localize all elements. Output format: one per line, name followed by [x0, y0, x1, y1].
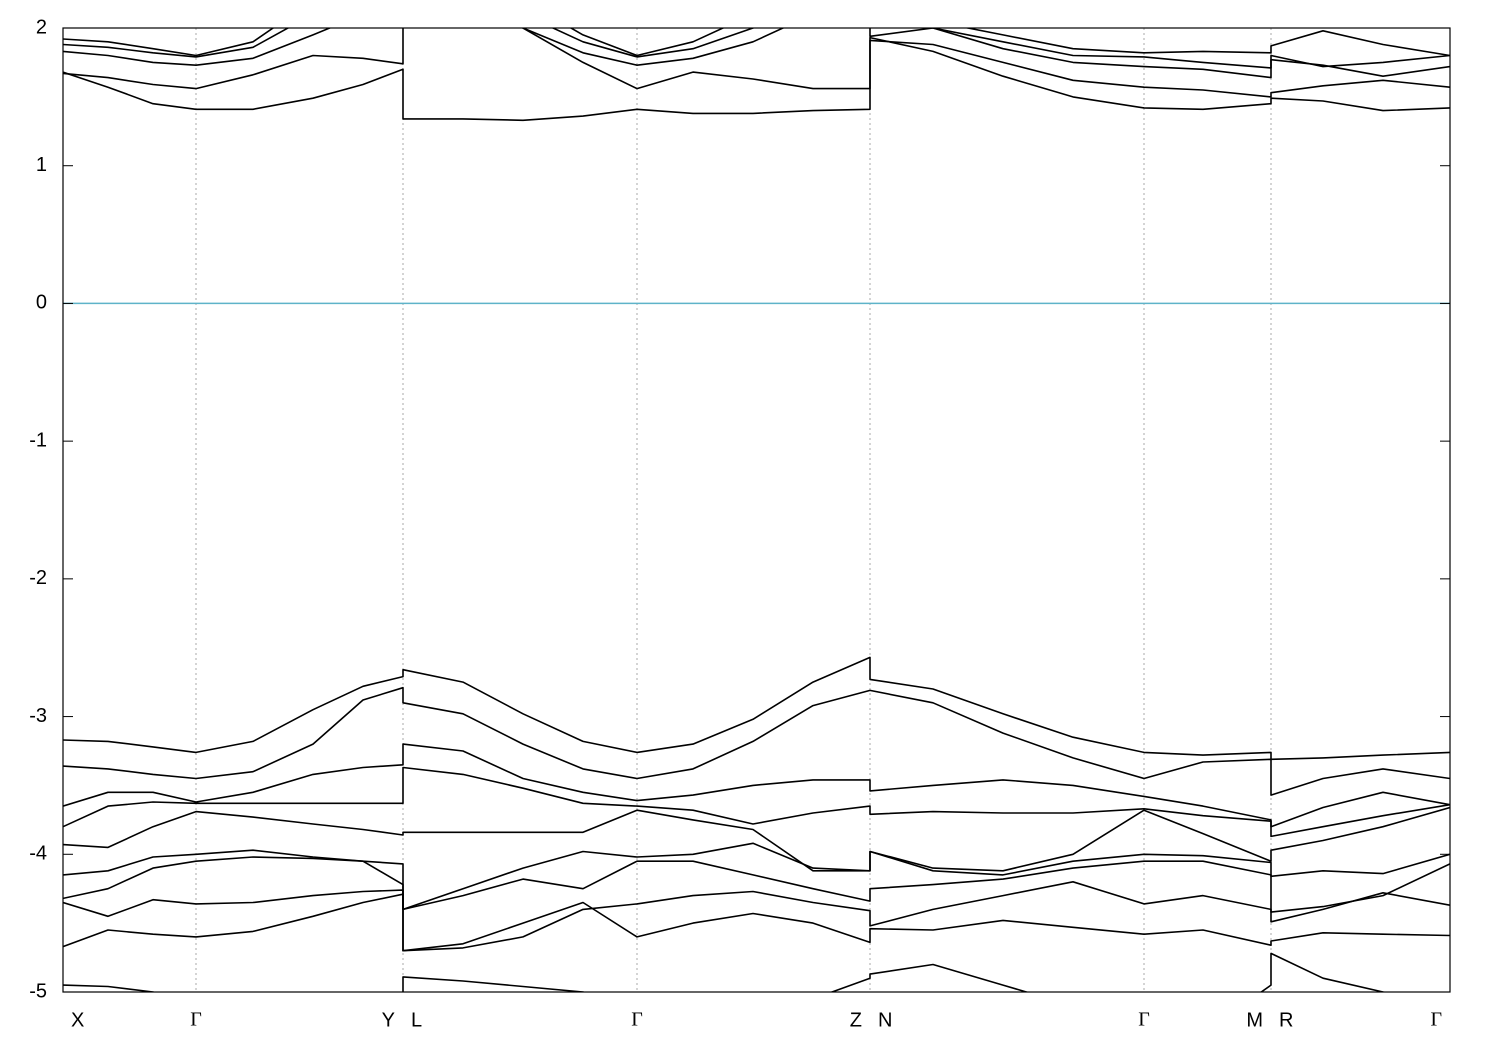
y-tick-label: 1 [36, 154, 47, 176]
x-tick-label: R [1279, 1009, 1293, 1031]
band [63, 806, 1450, 872]
y-tick-label: -1 [29, 429, 47, 451]
band [63, 766, 1450, 838]
y-tick-label: -5 [29, 980, 47, 1002]
x-tick-label: Γ [1430, 1009, 1442, 1031]
band [63, 36, 1450, 122]
band [63, 28, 1450, 79]
x-tick-label: L [411, 1009, 422, 1031]
x-tick-label: Γ [1138, 1009, 1150, 1031]
y-tick-label: -3 [29, 705, 47, 727]
y-tick-label: 0 [36, 292, 47, 314]
y-tick-label: -4 [29, 843, 47, 865]
y-tick-label: -2 [29, 567, 47, 589]
band [63, 856, 1450, 913]
y-tick-label: 2 [36, 16, 47, 38]
labels: 2 1 0 -1 -2 -3 -4 -5 X Γ Y L Γ Z N Γ M R Γ [29, 16, 1450, 1031]
bands [63, 28, 1450, 992]
band [63, 880, 1450, 952]
band [63, 28, 1450, 98]
band [63, 893, 1450, 952]
band [63, 28, 1450, 69]
band [63, 656, 1450, 761]
x-tick-label: M [1246, 1009, 1263, 1031]
x-tick-label: Y [382, 1009, 395, 1031]
band [63, 686, 1450, 796]
band [63, 952, 1387, 992]
plot-frame [62, 27, 1451, 993]
x-tick-label: Z [850, 1009, 862, 1031]
grid [63, 28, 1450, 992]
x-tick-label: Γ [190, 1009, 202, 1031]
band [63, 842, 1450, 911]
x-tick-label: X [71, 1009, 84, 1031]
x-tick-label: Γ [631, 1009, 643, 1031]
band [63, 743, 1450, 828]
x-tick-label: N [878, 1009, 892, 1031]
